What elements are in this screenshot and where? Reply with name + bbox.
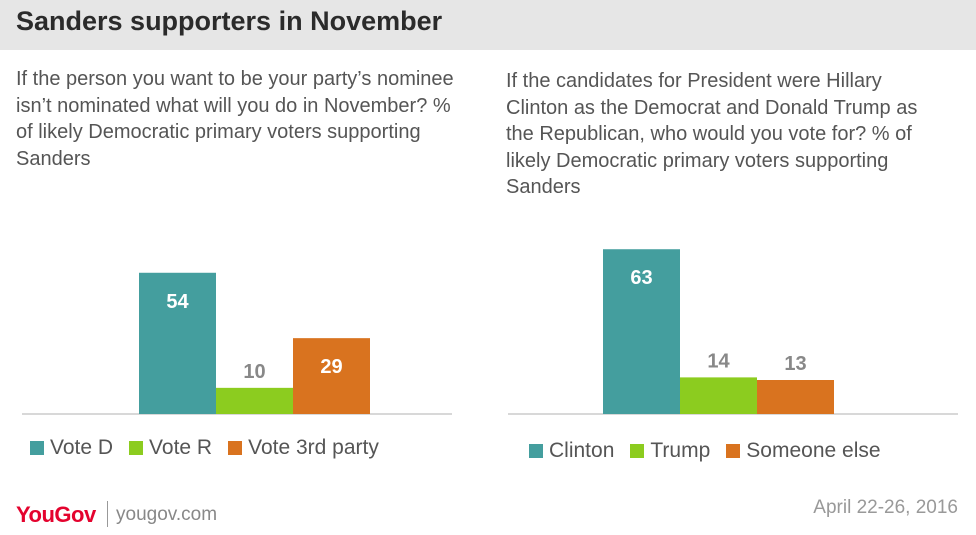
- legend-label: Someone else: [746, 439, 881, 462]
- legend-swatch: [228, 441, 243, 455]
- legend-item: Vote 3rd party: [228, 436, 379, 460]
- yougov-logo: YouGov: [16, 502, 96, 527]
- footer-separator: [107, 501, 108, 527]
- left-chart-question: If the person you want to be your party’…: [16, 68, 454, 170]
- legend-label: Vote D: [50, 436, 114, 459]
- right-bar-value-label: 13: [784, 353, 806, 375]
- chart-title: Sanders supporters in November: [16, 6, 443, 36]
- header-bar: Sanders supporters in November: [0, 0, 976, 50]
- right-bar-clinton: [603, 249, 680, 414]
- footer-website: yougov.com: [116, 504, 218, 525]
- left-chart-legend: Vote D Vote R Vote 3rd party: [30, 436, 395, 460]
- legend-swatch: [630, 444, 645, 458]
- left-bar-value-label: 10: [243, 361, 265, 383]
- survey-date: April 22-26, 2016: [813, 497, 958, 518]
- right-bar-someone-else: [757, 380, 834, 414]
- legend-item: Someone else: [726, 439, 881, 463]
- right-bar-trump: [680, 377, 757, 414]
- legend-item: Clinton: [529, 439, 614, 463]
- legend-label: Clinton: [549, 439, 615, 462]
- left-bar-vote-d: [139, 272, 216, 414]
- legend-item: Trump: [630, 439, 710, 463]
- legend-swatch: [30, 441, 44, 455]
- right-chart-legend: Clinton Trump Someone else: [529, 439, 897, 463]
- legend-swatch: [726, 444, 741, 458]
- right-bar-value-label: 63: [630, 267, 652, 289]
- legend-item: Vote R: [129, 436, 212, 460]
- legend-swatch: [129, 441, 144, 455]
- right-bar-value-label: 14: [707, 350, 730, 372]
- left-bar-vote-3rd-party: [293, 338, 370, 414]
- right-chart-question: If the candidates for President were Hil…: [506, 70, 918, 198]
- legend-label: Vote R: [149, 436, 213, 459]
- left-bar-value-label: 29: [320, 356, 342, 378]
- legend-label: Vote 3rd party: [248, 436, 379, 459]
- legend-label: Trump: [650, 439, 711, 462]
- legend-item: Vote D: [30, 436, 113, 460]
- left-bar-value-label: 54: [166, 291, 189, 313]
- legend-swatch: [529, 444, 543, 458]
- left-bar-vote-r: [216, 387, 293, 414]
